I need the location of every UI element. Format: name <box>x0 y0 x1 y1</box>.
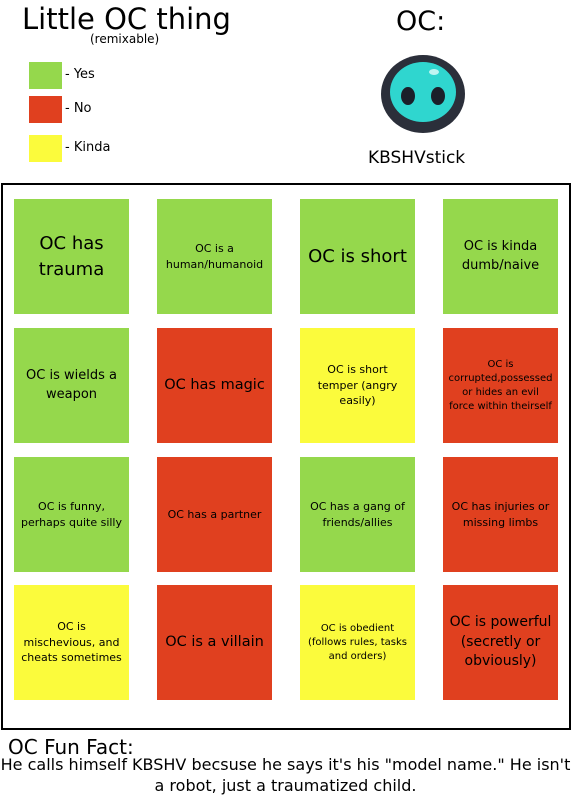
legend-label: - Kinda <box>65 140 111 155</box>
legend-label: - Yes <box>65 67 95 82</box>
oc-label: OC: <box>396 6 446 37</box>
tile: OC has a partner <box>157 457 272 572</box>
legend-label: - No <box>65 101 92 116</box>
tile: OC is a villain <box>157 585 272 700</box>
legend-swatch <box>29 135 62 162</box>
tile: OC has a gang of friends/allies <box>300 457 415 572</box>
tile: OC is wields a weapon <box>14 328 129 443</box>
tile: OC is kinda dumb/naive <box>443 199 558 314</box>
tile: OC is funny, perhaps quite silly <box>14 457 129 572</box>
tile: OC is obedient (follows rules, tasks and… <box>300 585 415 700</box>
tile: OC is corrupted,possessed or hides an ev… <box>443 328 558 443</box>
tile: OC has trauma <box>14 199 129 314</box>
tile: OC is mischevious, and cheats sometimes <box>14 585 129 700</box>
grid-frame <box>1 183 571 730</box>
title: Little OC thing <box>22 2 231 36</box>
tile: OC is short <box>300 199 415 314</box>
tile: OC has injuries or missing limbs <box>443 457 558 572</box>
oc-name: KBSHVstick <box>368 148 466 168</box>
oc-icon <box>381 55 465 133</box>
tile: OC is a human/humanoid <box>157 199 272 314</box>
tile: OC has magic <box>157 328 272 443</box>
subtitle: (remixable) <box>90 32 160 46</box>
fun-fact-title: OC Fun Fact: <box>8 735 134 759</box>
legend-swatch <box>29 96 62 123</box>
legend-swatch <box>29 62 62 89</box>
fun-fact-text: He calls himself KBSHV becsuse he says i… <box>0 755 571 795</box>
tile: OC is short temper (angry easily) <box>300 328 415 443</box>
tile: OC is powerful (secretly or obviously) <box>443 585 558 700</box>
